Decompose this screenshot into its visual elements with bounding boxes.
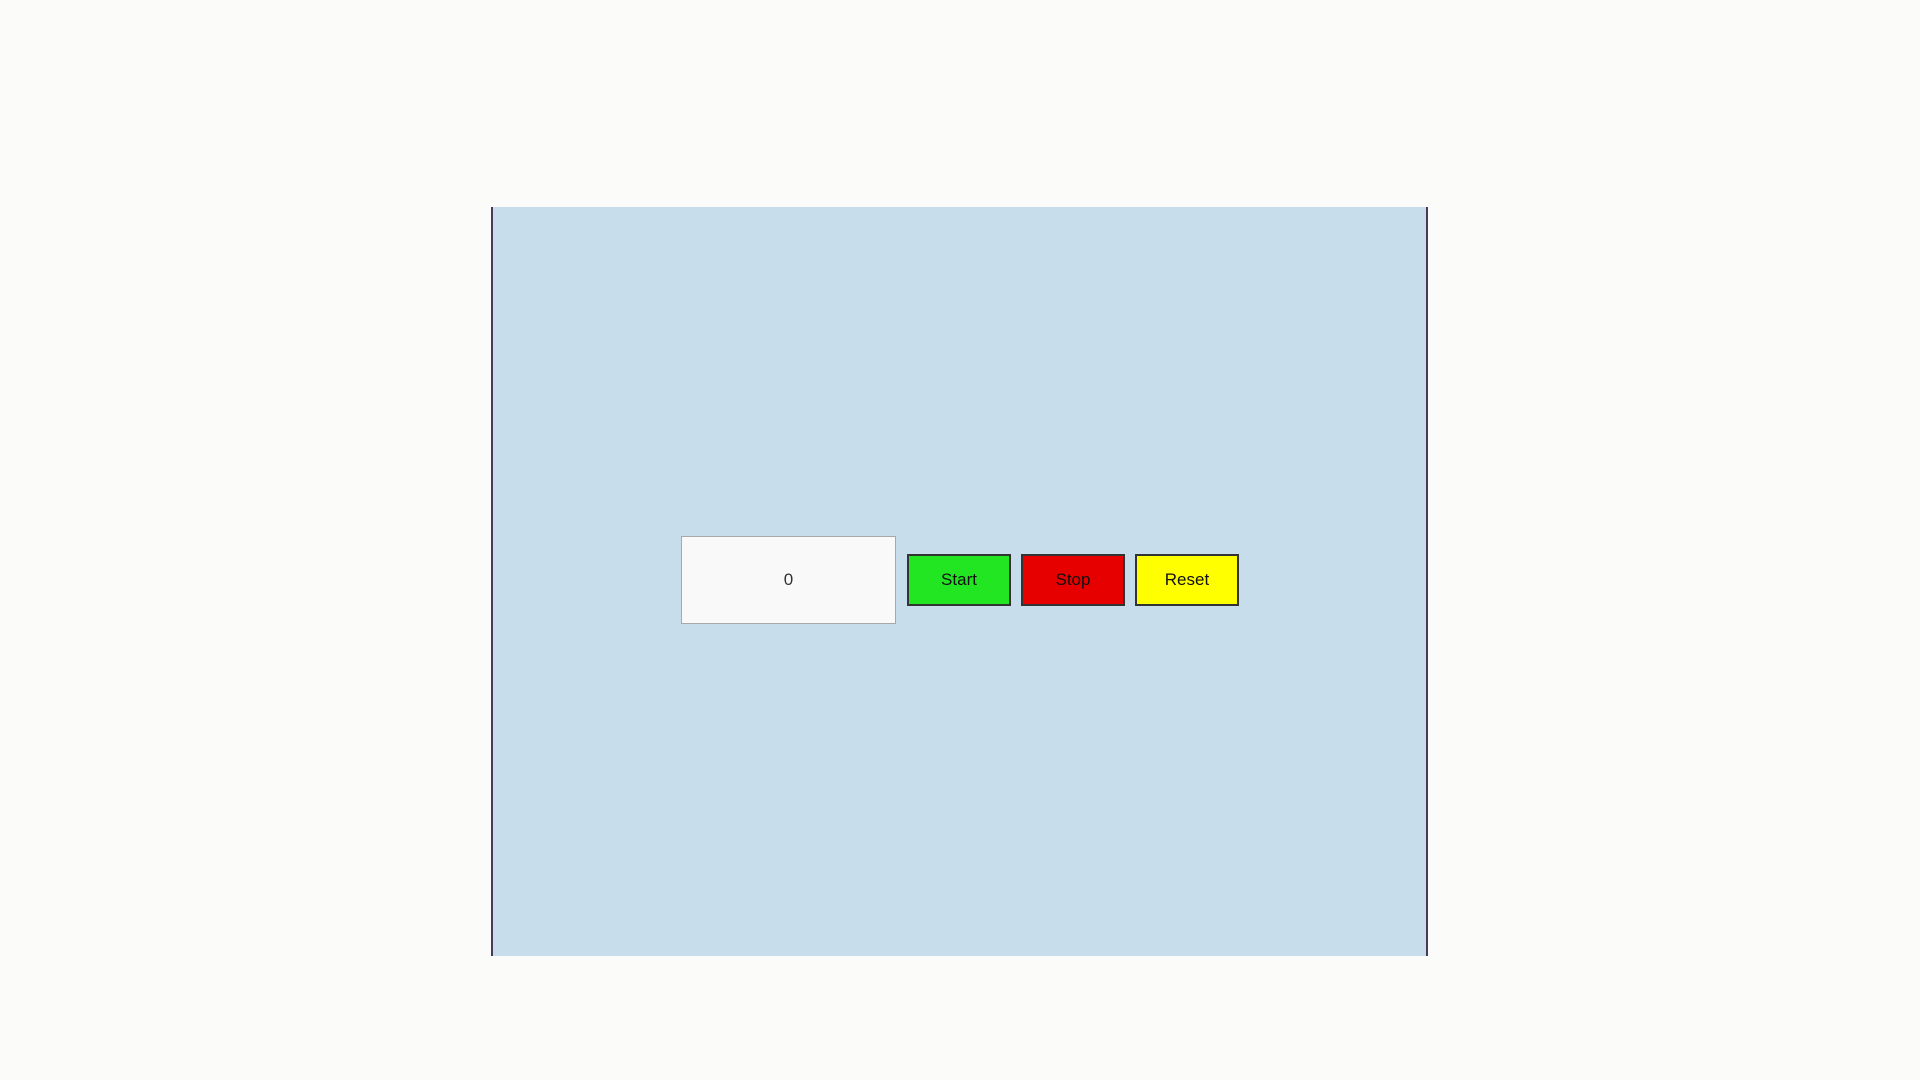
stop-button[interactable]: Stop xyxy=(1021,554,1125,606)
reset-button[interactable]: Reset xyxy=(1135,554,1239,606)
start-button[interactable]: Start xyxy=(907,554,1011,606)
timer-display: 0 xyxy=(681,536,896,624)
